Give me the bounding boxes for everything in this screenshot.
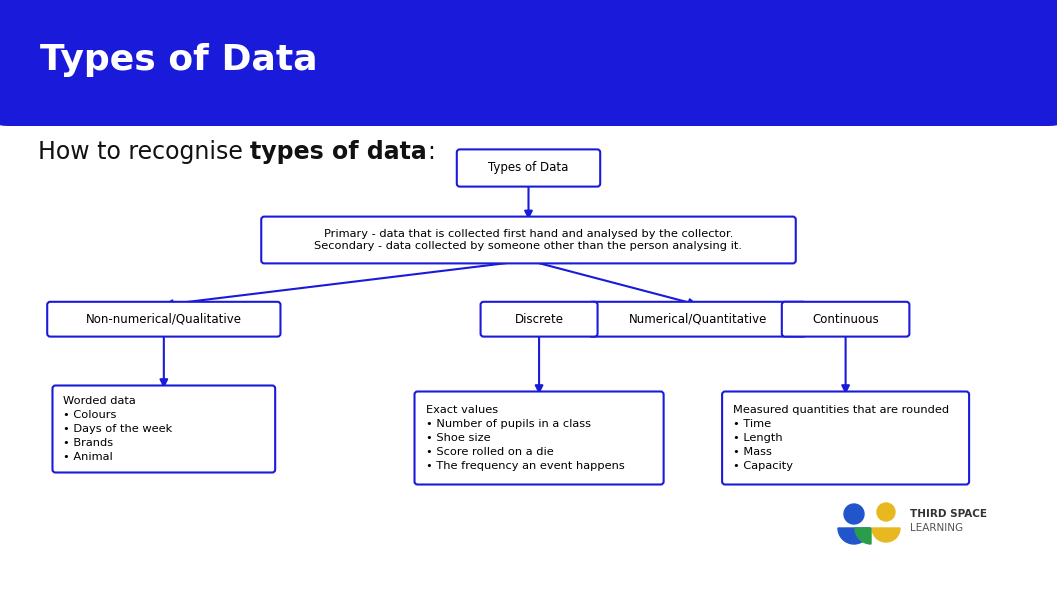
Text: Non-numerical/Qualitative: Non-numerical/Qualitative — [86, 313, 242, 326]
Text: Discrete: Discrete — [515, 313, 563, 326]
Text: Continuous: Continuous — [812, 313, 879, 326]
FancyBboxPatch shape — [481, 302, 597, 337]
FancyBboxPatch shape — [48, 302, 280, 337]
FancyBboxPatch shape — [722, 391, 969, 485]
Text: THIRD SPACE: THIRD SPACE — [910, 509, 987, 519]
FancyBboxPatch shape — [414, 391, 664, 485]
Text: Primary - data that is collected first hand and analysed by the collector.
Secon: Primary - data that is collected first h… — [315, 229, 742, 251]
Wedge shape — [855, 528, 871, 544]
FancyBboxPatch shape — [457, 149, 600, 187]
Text: :: : — [427, 140, 435, 164]
Text: types of data: types of data — [251, 140, 427, 164]
Wedge shape — [872, 528, 900, 542]
Text: Types of Data: Types of Data — [488, 161, 569, 175]
Text: Measured quantities that are rounded
• Time
• Length
• Mass
• Capacity: Measured quantities that are rounded • T… — [734, 405, 949, 471]
FancyBboxPatch shape — [589, 302, 806, 337]
FancyBboxPatch shape — [261, 217, 796, 263]
Text: Exact values
• Number of pupils in a class
• Shoe size
• Score rolled on a die
•: Exact values • Number of pupils in a cla… — [426, 405, 625, 471]
Text: Worded data
• Colours
• Days of the week
• Brands
• Animal: Worded data • Colours • Days of the week… — [63, 396, 172, 462]
Circle shape — [877, 503, 895, 521]
Text: Numerical/Quantitative: Numerical/Quantitative — [629, 313, 766, 326]
Text: LEARNING: LEARNING — [910, 523, 963, 533]
Text: How to recognise: How to recognise — [38, 140, 251, 164]
FancyBboxPatch shape — [782, 302, 909, 337]
Wedge shape — [838, 528, 870, 544]
Circle shape — [843, 504, 864, 524]
Text: Types of Data: Types of Data — [40, 43, 318, 77]
FancyBboxPatch shape — [53, 386, 275, 473]
